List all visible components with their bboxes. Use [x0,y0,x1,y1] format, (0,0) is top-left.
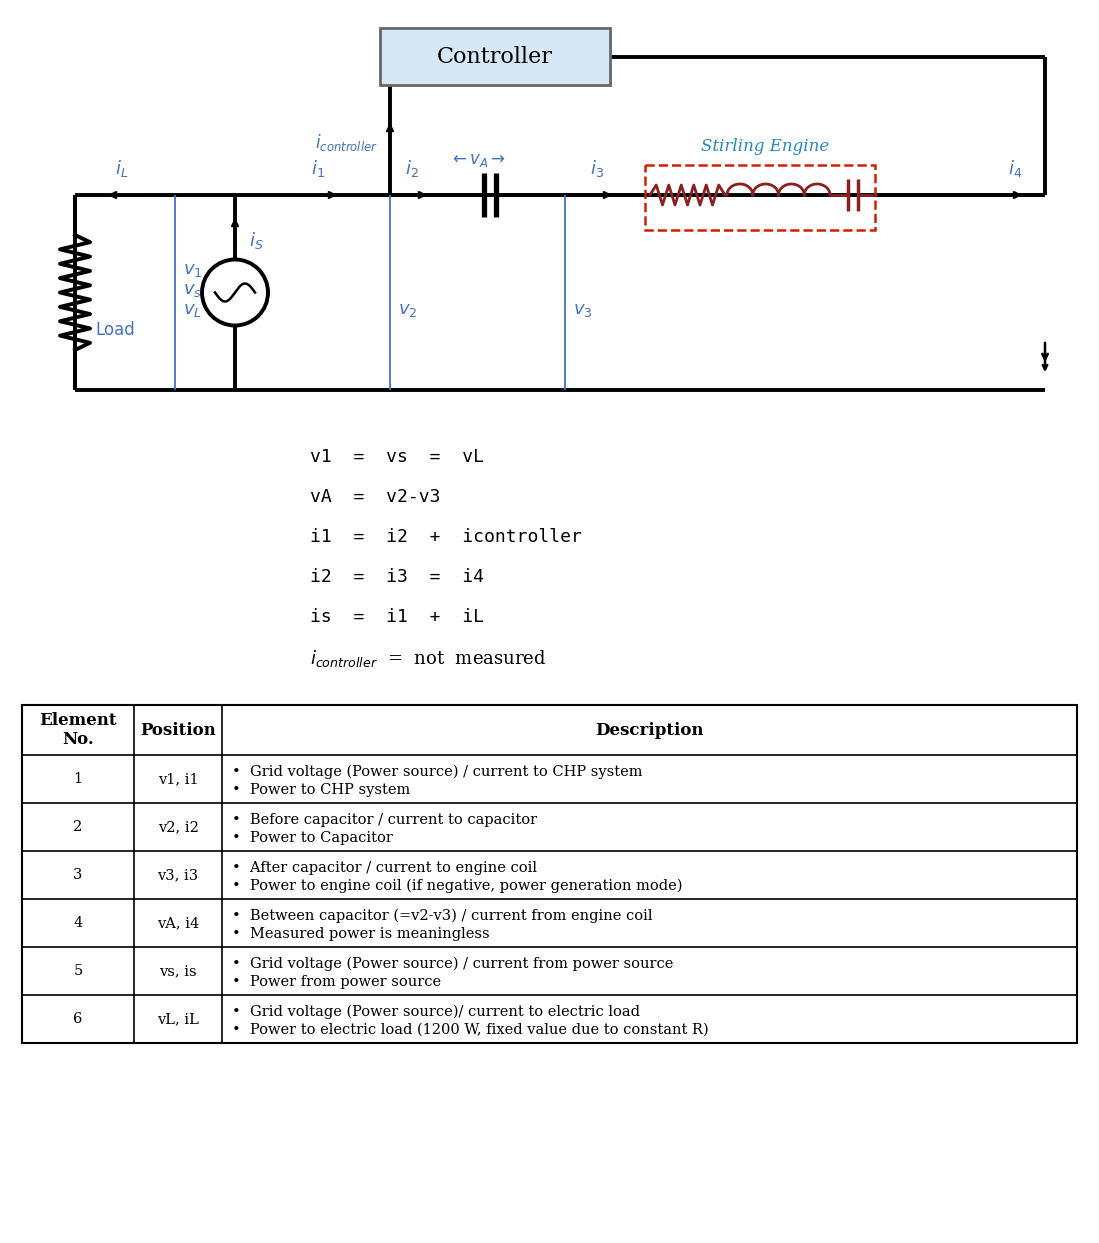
Text: is  =  i1  +  iL: is = i1 + iL [310,608,484,626]
Text: $\leftarrow v_A\rightarrow$: $\leftarrow v_A\rightarrow$ [449,150,506,169]
Text: $v_s$: $v_s$ [184,281,202,300]
Text: •  Between capacitor (=v2-v3) / current from engine coil: • Between capacitor (=v2-v3) / current f… [232,909,653,924]
Text: vA  =  v2-v3: vA = v2-v3 [310,488,441,506]
Text: •  Power to Capacitor: • Power to Capacitor [232,832,392,845]
Text: $i_3$: $i_3$ [590,158,604,179]
Text: i1  =  i2  +  icontroller: i1 = i2 + icontroller [310,528,581,546]
Text: Load: Load [95,321,135,339]
Text: Position: Position [141,721,215,738]
Text: •  Power from power source: • Power from power source [232,975,441,989]
Text: Description: Description [596,721,703,738]
Text: $i_1$: $i_1$ [311,158,325,179]
Text: •  Grid voltage (Power source) / current to CHP system: • Grid voltage (Power source) / current … [232,764,643,779]
FancyBboxPatch shape [380,29,610,85]
Text: vs, is: vs, is [159,965,197,978]
Text: •  Grid voltage (Power source) / current from power source: • Grid voltage (Power source) / current … [232,957,674,971]
Text: $i_{controller}$  =  not  measured: $i_{controller}$ = not measured [310,648,546,669]
Text: 2: 2 [74,820,82,834]
Text: $i_2$: $i_2$ [406,158,419,179]
Text: v1  =  vs  =  vL: v1 = vs = vL [310,447,484,466]
Text: 3: 3 [74,868,82,883]
Text: •  Power to electric load (1200 W, fixed value due to constant R): • Power to electric load (1200 W, fixed … [232,1023,709,1037]
Text: •  After capacitor / current to engine coil: • After capacitor / current to engine co… [232,861,537,875]
Text: $i_L$: $i_L$ [115,158,129,179]
Text: $i_S$: $i_S$ [249,230,264,251]
Text: i2  =  i3  =  i4: i2 = i3 = i4 [310,568,484,585]
Text: vL, iL: vL, iL [157,1012,199,1025]
Text: Stirling Engine: Stirling Engine [701,138,829,155]
Bar [22,705,1077,1043]
Text: v2, i2: v2, i2 [157,820,199,834]
Text: •  Power to engine coil (if negative, power generation mode): • Power to engine coil (if negative, pow… [232,879,682,894]
Text: 1: 1 [74,772,82,786]
Text: $v_2$: $v_2$ [398,301,418,319]
Text: $v_1$: $v_1$ [184,261,202,278]
Text: $i_4$: $i_4$ [1008,158,1022,179]
Text: •  Power to CHP system: • Power to CHP system [232,783,410,797]
Text: $v_3$: $v_3$ [573,301,592,319]
Text: $i_{controller}$: $i_{controller}$ [315,132,378,153]
Text: 5: 5 [74,965,82,978]
Text: vA, i4: vA, i4 [157,916,199,930]
Text: 6: 6 [74,1012,82,1025]
Text: Element
No.: Element No. [40,712,116,748]
Text: v1, i1: v1, i1 [157,772,198,786]
Text: 4: 4 [74,916,82,930]
Text: $v_L$: $v_L$ [184,301,202,319]
Text: •  Measured power is meaningless: • Measured power is meaningless [232,927,490,941]
Text: Controller: Controller [437,46,553,67]
Text: •  Grid voltage (Power source)/ current to electric load: • Grid voltage (Power source)/ current t… [232,1006,640,1019]
Text: v3, i3: v3, i3 [157,868,199,883]
Bar [645,165,875,230]
Text: •  Before capacitor / current to capacitor: • Before capacitor / current to capacito… [232,813,537,827]
